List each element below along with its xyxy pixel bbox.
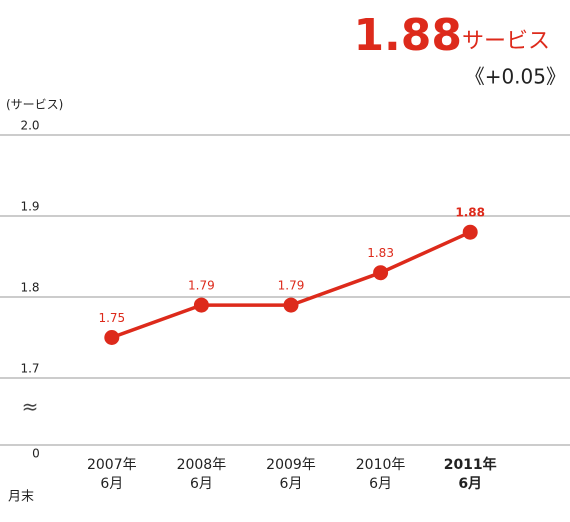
x-tick-label: 2008年: [177, 457, 227, 473]
point: [193, 297, 209, 313]
y-tick-label: 1.9: [20, 200, 39, 214]
y-tick-label: 2.0: [20, 119, 39, 133]
x-tick-label: 6月: [369, 476, 392, 492]
x-tick-label: 6月: [100, 476, 123, 492]
point: [283, 297, 299, 313]
data-label: 1.83: [367, 246, 394, 260]
x-tick-label: 6月: [280, 476, 303, 492]
y-tick-label: 0: [32, 447, 40, 461]
x-axis-label: 月末: [8, 490, 34, 505]
data-label: 1.79: [278, 279, 305, 293]
data-label: 1.88: [455, 206, 485, 220]
x-tick-label: 6月: [190, 476, 213, 492]
x-tick-label: 2007年: [87, 457, 137, 473]
x-tick-label: 2009年: [266, 457, 316, 473]
y-tick-label: 1.7: [20, 362, 39, 376]
headline-unit: サービス: [462, 29, 550, 54]
point: [104, 330, 120, 345]
y-tick-label: 1.8: [20, 281, 39, 295]
point: [462, 224, 478, 240]
data-label: 1.75: [98, 311, 125, 325]
x-tick-label: 2011年: [444, 456, 497, 473]
data-label: 1.79: [188, 279, 215, 293]
x-tick-label: 2010年: [356, 457, 406, 473]
headline-value: 1.88: [353, 10, 462, 61]
change: 《+0.05》: [465, 65, 566, 89]
x-tick-label: 6月: [458, 476, 482, 492]
point: [373, 265, 389, 281]
y-axis-label: (サービス): [6, 98, 63, 112]
axis-break: ≈: [22, 395, 39, 419]
